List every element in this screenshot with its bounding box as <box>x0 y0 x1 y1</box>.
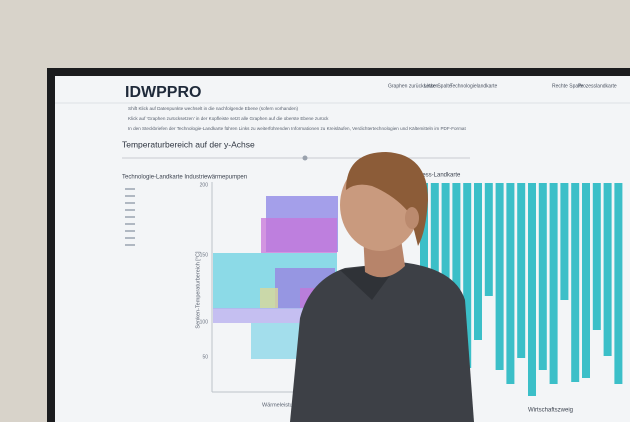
bar-shape <box>452 183 461 338</box>
nav-item[interactable]: Linke Spalte <box>424 83 452 89</box>
y-axis-label: Senken-Temperaturbereich [°C] <box>195 251 201 329</box>
right-x-axis-label: Wirtschaftszweig <box>528 408 573 414</box>
y-tick-label: 50 <box>202 354 208 360</box>
left-chart-title: Technologie-Landkarte Industriewärmepump… <box>122 175 247 181</box>
bar-shape <box>474 183 482 340</box>
nav-item[interactable]: Rechte Spalte <box>552 83 584 89</box>
bar-shape <box>420 183 428 282</box>
person <box>290 152 474 422</box>
legend <box>125 188 135 246</box>
right-chart-title: Prozess-Landkarte <box>410 173 461 179</box>
nav-item[interactable]: Prozesslandkarte <box>578 83 617 89</box>
bar-shape <box>603 183 612 356</box>
instruction: Shift Klick auf Datenpunkte wechselt in … <box>128 106 299 111</box>
instruction: In den Steckbriefen der Technologie-Land… <box>128 126 466 131</box>
bar-shape <box>441 183 450 322</box>
y-tick-label: 100 <box>200 319 209 325</box>
bar-shape <box>495 183 504 370</box>
nav-item[interactable]: Graphen zurücksetzen <box>388 83 439 89</box>
y-ticks: 200 150 100 50 <box>200 182 209 360</box>
instructions: Shift Klick auf Datenpunkte wechselt in … <box>128 106 466 131</box>
app-title: IDWPPRO <box>125 84 201 101</box>
bar-shape <box>614 183 623 384</box>
bar-shape <box>560 183 569 300</box>
bar-shape <box>517 183 526 358</box>
instruction: Klick auf 'Graphen zurücksetzen' in der … <box>128 116 329 121</box>
bar-shape <box>582 183 590 378</box>
y-tick-label: 150 <box>200 252 209 258</box>
y-tick-label: 200 <box>200 182 209 188</box>
x-axis-label: Wärmeleistung <box>262 402 299 408</box>
section-title: Temperaturbereich auf der y-Achse <box>122 139 255 149</box>
slider-handle[interactable] <box>302 155 308 161</box>
process-bars <box>420 183 623 396</box>
bar-shape <box>430 183 439 300</box>
bar-shape <box>463 183 472 368</box>
bar-shape <box>571 183 580 382</box>
bar-shape <box>592 183 601 330</box>
bar-shape <box>506 183 515 384</box>
bar-shape <box>538 183 547 370</box>
bar-shape <box>484 183 493 296</box>
bar-shape <box>549 183 558 384</box>
nav-item[interactable]: Technologielandkarte <box>450 83 497 89</box>
bar-shape <box>528 183 536 396</box>
